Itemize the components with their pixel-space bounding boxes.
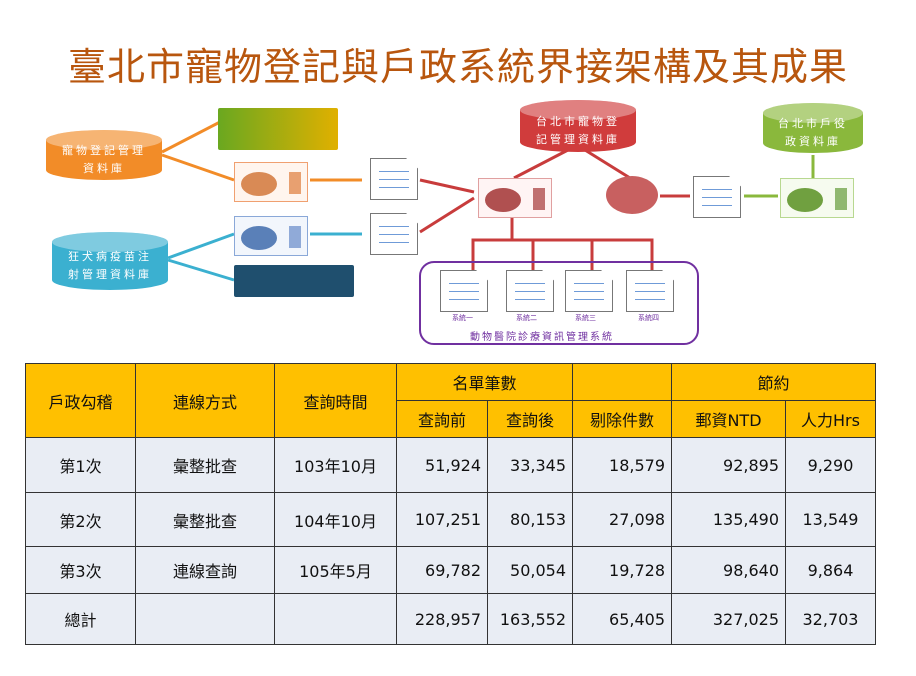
globe-gateway-icon [606, 176, 658, 214]
pet-website-screenshot-image [218, 108, 338, 150]
header-savings: 節約 [671, 363, 876, 401]
table-cell: 總計 [25, 593, 136, 645]
results-table: 戶政勾稽 連線方式 查詢時間 名單筆數 節約 查詢前 查詢後 剔除件數 郵資NT… [25, 363, 876, 645]
connector-arrows [161, 120, 815, 345]
table-cell: 228,957 [396, 593, 488, 645]
rabies-web-service-icon [234, 216, 308, 256]
pet-registration-database: 寵物登記管理 資料庫 [46, 130, 162, 180]
table-row: 第2次 彙整批查 104年10月 107,251 80,153 27,098 135,490… [25, 492, 876, 547]
header-record-count: 名單筆數 [396, 363, 573, 401]
xml-document-icon [370, 158, 418, 200]
table-cell: 19,728 [572, 546, 672, 594]
header-after: 查詢後 [487, 400, 573, 438]
header-labor: 人力Hrs [785, 400, 876, 438]
table-cell: 65,405 [572, 593, 672, 645]
clinic-system-document-icon [506, 270, 554, 312]
header-time: 查詢時間 [274, 363, 397, 438]
header-method: 連線方式 [135, 363, 275, 438]
pet-web-service-icon [234, 162, 308, 202]
clinic-system-label: 系統四 [638, 314, 659, 322]
table-cell: 27,098 [572, 492, 672, 547]
table-cell [135, 593, 275, 645]
table-cell: 第2次 [25, 492, 136, 547]
table-row: 第1次 彙整批查 103年10月 51,924 33,345 18,579 92,895 9,… [25, 437, 876, 493]
taipei-web-service-icon [478, 178, 552, 218]
header-check: 戶政勾稽 [25, 363, 136, 438]
table-row: 第3次 連線查詢 105年5月 69,782 50,054 19,728 98,640 9,8… [25, 546, 876, 594]
clinic-system-label: 系統二 [516, 314, 537, 322]
clinic-system-label: 系統一 [452, 314, 473, 322]
table-cell: 98,640 [671, 546, 786, 594]
table-cell: 163,552 [487, 593, 573, 645]
table-row: 總計 228,957 163,552 65,405 327,025 32,703 [25, 593, 876, 645]
table-cell: 彙整批查 [135, 437, 275, 493]
table-cell: 51,924 [396, 437, 488, 493]
household-web-service-icon [780, 178, 854, 218]
taipei-pet-db-label: 台北市寵物登 記管理資料庫 [536, 115, 620, 146]
table-cell: 103年10月 [274, 437, 397, 493]
table-cell: 連線查詢 [135, 546, 275, 594]
rabies-website-screenshot-image [234, 265, 354, 297]
xml-document-icon [693, 176, 741, 218]
table-cell: 第3次 [25, 546, 136, 594]
table-cell [274, 593, 397, 645]
header-blank [572, 363, 672, 401]
header-before: 查詢前 [396, 400, 488, 438]
pet-db-label: 寵物登記管理 資料庫 [62, 144, 146, 175]
table-cell: 13,549 [785, 492, 876, 547]
table-cell: 彙整批查 [135, 492, 275, 547]
taipei-pet-database: 台北市寵物登 記管理資料庫 [520, 100, 636, 152]
table-cell: 107,251 [396, 492, 488, 547]
table-cell: 69,782 [396, 546, 488, 594]
rabies-vaccine-database: 狂犬病疫苗注 射管理資料庫 [52, 232, 168, 290]
table-cell: 33,345 [487, 437, 573, 493]
clinic-system-document-icon [626, 270, 674, 312]
header-removed: 剔除件數 [572, 400, 672, 438]
slide-title: 臺北市寵物登記與戶政系統界接架構及其成果 [67, 45, 848, 89]
table-cell: 327,025 [671, 593, 786, 645]
table-cell: 50,054 [487, 546, 573, 594]
table-cell: 32,703 [785, 593, 876, 645]
clinic-group-label: 動物醫院診療資訊管理系統 [470, 332, 614, 343]
household-db-label: 台北市戶役 政資料庫 [778, 117, 848, 148]
rabies-db-label: 狂犬病疫苗注 射管理資料庫 [68, 250, 152, 281]
header-postage: 郵資NTD [671, 400, 786, 438]
table-cell: 9,864 [785, 546, 876, 594]
table-cell: 104年10月 [274, 492, 397, 547]
table-cell: 第1次 [25, 437, 136, 493]
clinic-system-document-icon [440, 270, 488, 312]
table-cell: 135,490 [671, 492, 786, 547]
xml-document-icon [370, 213, 418, 255]
clinic-system-document-icon [565, 270, 613, 312]
table-cell: 80,153 [487, 492, 573, 547]
table-cell: 18,579 [572, 437, 672, 493]
clinic-system-label: 系統三 [575, 314, 596, 322]
household-registration-database: 台北市戶役 政資料庫 [763, 103, 863, 153]
table-cell: 105年5月 [274, 546, 397, 594]
table-cell: 9,290 [785, 437, 876, 493]
table-cell: 92,895 [671, 437, 786, 493]
